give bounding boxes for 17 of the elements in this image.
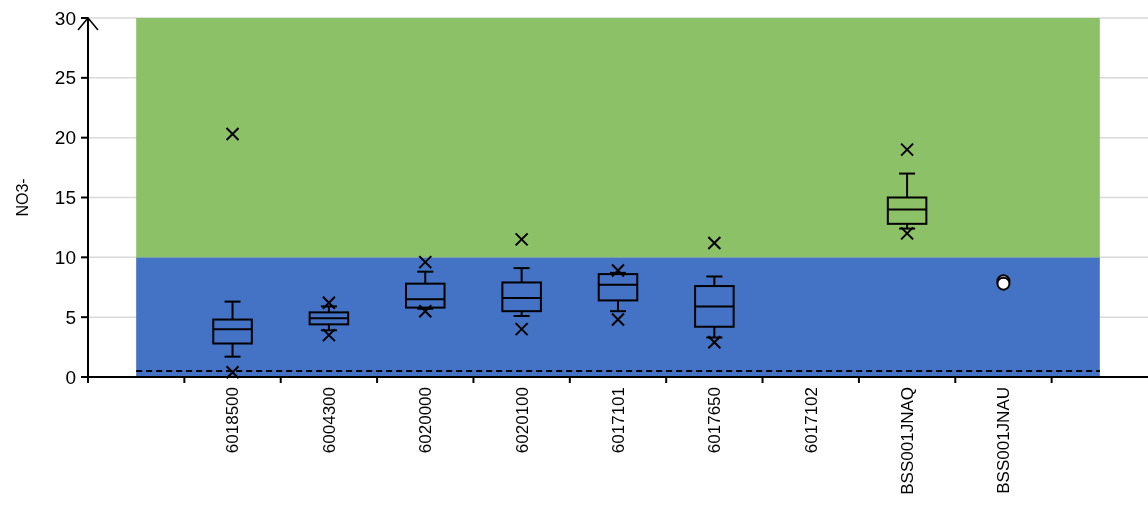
x-tick-label: 6017650	[705, 387, 725, 454]
y-tick-label: 15	[54, 187, 76, 209]
x-tick-label: BSS001JNAQ	[898, 387, 918, 495]
y-tick-label: 25	[54, 67, 76, 89]
y-tick-label: 30	[54, 7, 76, 29]
x-tick-label: 6017101	[608, 387, 628, 454]
x-tick-label: 6017102	[801, 387, 821, 454]
y-tick-label: 5	[65, 306, 76, 328]
x-tick-label: BSS001JNAU	[994, 387, 1014, 494]
x-tick-label: 6018500	[223, 387, 243, 454]
x-tick-label: 6020100	[512, 387, 532, 454]
y-tick-label: 20	[54, 127, 76, 149]
x-tick-label: 6004300	[319, 387, 339, 454]
y-tick-label: 10	[54, 246, 76, 268]
y-axis-title: NO3-	[13, 178, 31, 217]
y-tick-label: 0	[65, 366, 76, 388]
x-tick-label: 6020000	[416, 387, 436, 454]
